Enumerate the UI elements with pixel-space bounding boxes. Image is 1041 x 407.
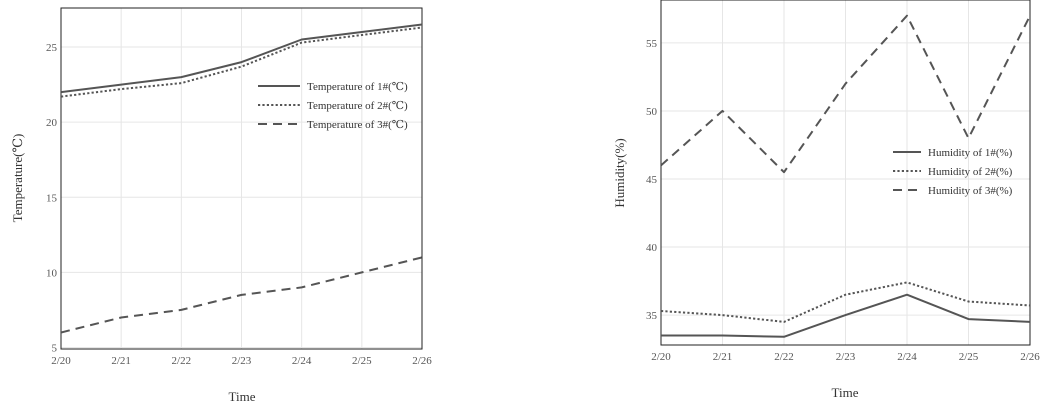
x-tick-label: 2/23 bbox=[836, 351, 856, 363]
humidity-chart: 2/20 2/21 2/22 2/23 2/24 2/25 2/26 35 40 45 50 55 Ti… bbox=[612, 0, 1040, 400]
y-tick-label: 40 bbox=[646, 242, 658, 254]
series-line-3 bbox=[61, 256, 422, 334]
series-line-1 bbox=[661, 293, 1030, 338]
y-tick-label: 10 bbox=[46, 267, 58, 279]
x-tick-label: 2/22 bbox=[774, 351, 794, 363]
series-line-2 bbox=[661, 281, 1030, 323]
y-tick-label: 5 bbox=[52, 342, 58, 354]
legend-label-1: Humidity of 1#(%) bbox=[928, 147, 1013, 159]
y-tick-label: 15 bbox=[46, 192, 58, 204]
y-axis-label: Temperature(℃) bbox=[10, 134, 25, 223]
x-tick-label: 2/23 bbox=[232, 355, 252, 367]
y-tick-label: 55 bbox=[646, 38, 658, 50]
plot-frame bbox=[660, 0, 1031, 346]
temperature-chart: 2/20 2/21 2/22 2/23 2/24 2/25 2/26 5 10 15 20 25 Tim… bbox=[10, 7, 432, 404]
x-tick-label: 2/26 bbox=[412, 355, 432, 367]
x-tick-label: 2/24 bbox=[292, 355, 312, 367]
y-tick-label: 45 bbox=[646, 174, 658, 186]
x-axis-label: Time bbox=[832, 385, 859, 400]
series-line-3 bbox=[661, 14, 1030, 174]
x-tick-label: 2/21 bbox=[111, 355, 131, 367]
x-tick-label: 2/20 bbox=[51, 355, 71, 367]
plot-frame bbox=[60, 7, 423, 350]
x-tick-label: 2/26 bbox=[1020, 351, 1040, 363]
series-line-1 bbox=[61, 23, 422, 94]
y-tick-label: 20 bbox=[46, 117, 58, 129]
y-tick-label: 25 bbox=[46, 42, 58, 54]
series-line-2 bbox=[61, 26, 422, 98]
x-tick-label: 2/25 bbox=[959, 351, 979, 363]
y-axis-label: Humidity(%) bbox=[612, 138, 627, 207]
x-tick-label: 2/22 bbox=[172, 355, 192, 367]
x-tick-label: 2/24 bbox=[897, 351, 917, 363]
legend-label-3: Humidity of 3#(%) bbox=[928, 185, 1013, 197]
x-tick-label: 2/21 bbox=[713, 351, 733, 363]
x-tick-label: 2/25 bbox=[352, 355, 372, 367]
x-tick-label: 2/20 bbox=[651, 351, 671, 363]
x-axis-label: Time bbox=[229, 389, 256, 404]
legend-label-3: Temperature of 3#(℃) bbox=[307, 119, 408, 131]
y-tick-label: 35 bbox=[646, 310, 658, 322]
legend-label-2: Humidity of 2#(%) bbox=[928, 166, 1013, 178]
legend-label-2: Temperature of 2#(℃) bbox=[307, 100, 408, 112]
legend-label-1: Temperature of 1#(℃) bbox=[307, 81, 408, 93]
y-tick-label: 50 bbox=[646, 106, 658, 118]
